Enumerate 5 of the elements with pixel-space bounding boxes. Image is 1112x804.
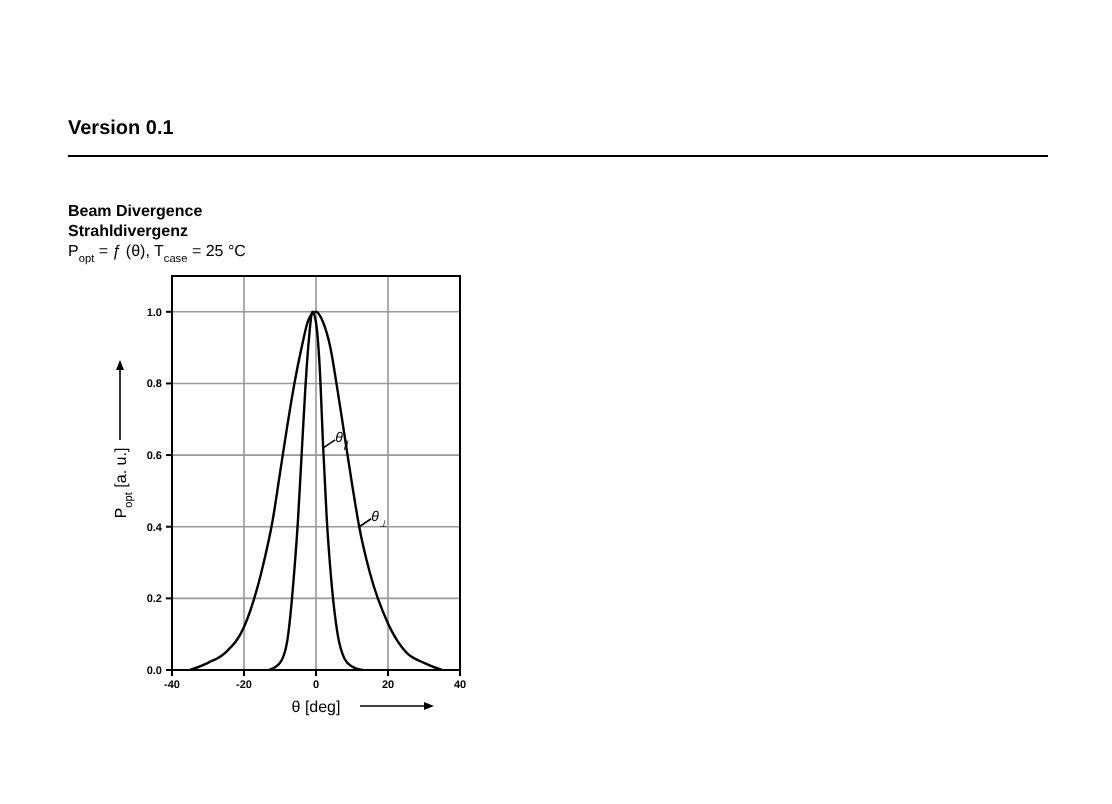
text: P$_{opt}$ = ƒ (θ), T$_{case}$ = 25 °C [68,242,247,266]
text: Version 0.1 [68,118,175,140]
chart-title: Beam Divergence [68,202,204,220]
chart-subtitle: Strahldivergenz [68,222,189,240]
x-axis-title: θ [deg] [291,698,341,716]
